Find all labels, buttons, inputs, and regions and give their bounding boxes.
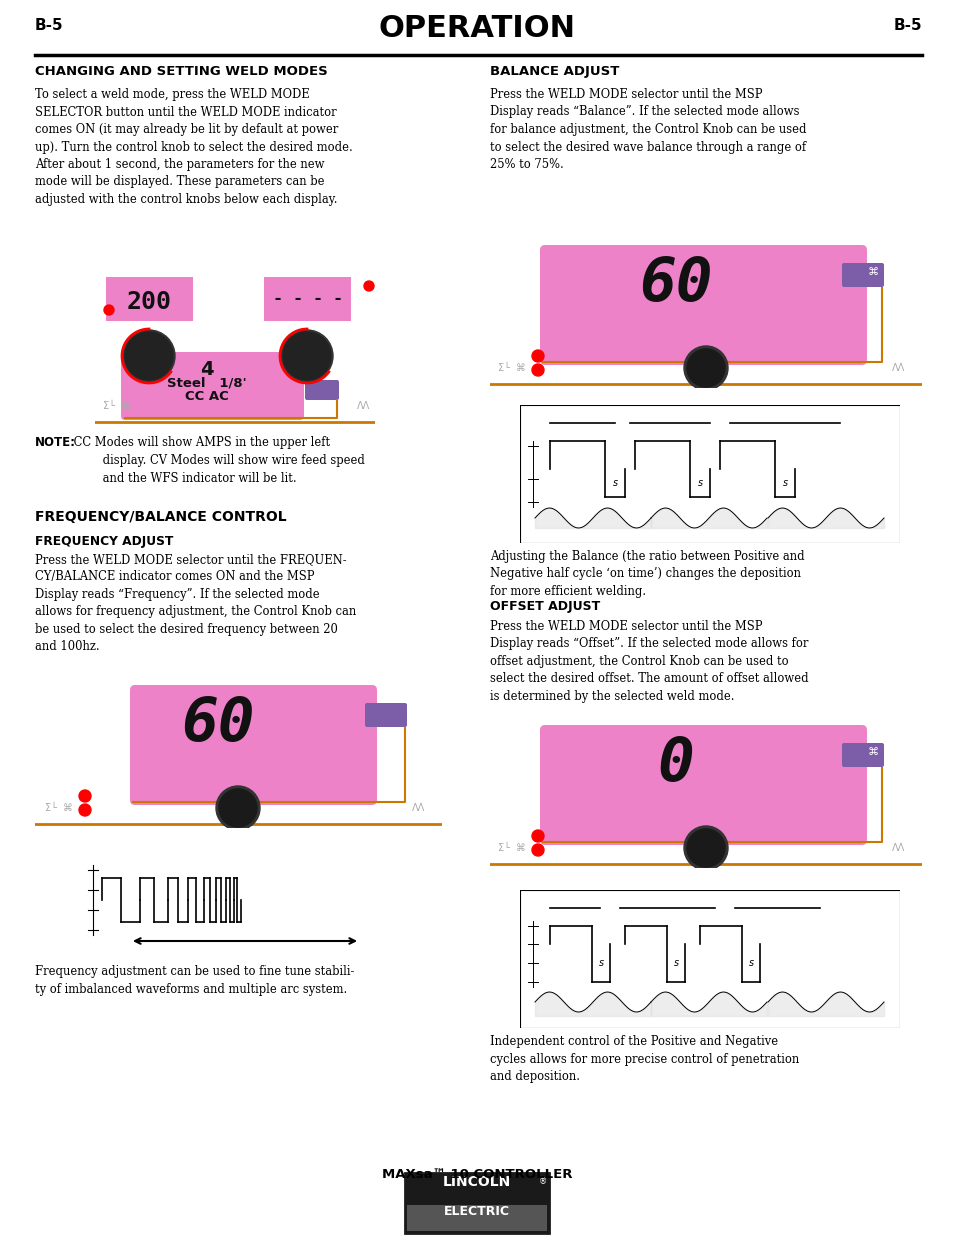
Text: LINCOLN: LINCOLN: [442, 1174, 511, 1189]
FancyBboxPatch shape: [407, 1205, 546, 1231]
Text: 200: 200: [127, 290, 172, 314]
Text: Press the WELD MODE selector until the FREQUEN-
CY/BALANCE indicator comes ON an: Press the WELD MODE selector until the F…: [35, 553, 355, 653]
Text: MAXsa™ 10 CONTROLLER: MAXsa™ 10 CONTROLLER: [381, 1168, 572, 1181]
Text: 60: 60: [181, 695, 254, 755]
Circle shape: [125, 332, 172, 380]
Text: NOTE:: NOTE:: [35, 436, 76, 450]
Text: CC AC: CC AC: [185, 390, 229, 403]
Text: Press the WELD MODE selector until the MSP
Display reads “Balance”. If the selec: Press the WELD MODE selector until the M…: [490, 88, 805, 170]
FancyBboxPatch shape: [841, 743, 883, 767]
Circle shape: [532, 844, 543, 856]
Text: ⌘: ⌘: [516, 844, 525, 853]
Circle shape: [364, 282, 374, 291]
Text: Σ└: Σ└: [497, 844, 510, 853]
Text: ⌘: ⌘: [63, 803, 72, 813]
Text: ⌘: ⌘: [121, 401, 131, 411]
Circle shape: [532, 830, 543, 842]
FancyBboxPatch shape: [121, 352, 304, 420]
Text: Independent control of the Positive and Negative
cycles allows for more precise : Independent control of the Positive and …: [490, 1035, 799, 1083]
FancyBboxPatch shape: [130, 685, 376, 805]
Text: Σ└: Σ└: [45, 803, 57, 813]
Text: ΛΛ: ΛΛ: [356, 401, 370, 411]
Text: s: s: [673, 958, 678, 968]
FancyBboxPatch shape: [841, 263, 883, 287]
Text: ELECTRIC: ELECTRIC: [443, 1205, 510, 1218]
Text: ⌘: ⌘: [866, 267, 878, 277]
Text: ΛΛ: ΛΛ: [891, 363, 904, 373]
FancyBboxPatch shape: [405, 1173, 548, 1233]
Circle shape: [686, 350, 724, 387]
Text: ΛΛ: ΛΛ: [412, 803, 425, 813]
FancyBboxPatch shape: [106, 277, 193, 321]
Text: 4: 4: [200, 359, 213, 379]
Text: s: s: [598, 958, 603, 968]
Text: OFFSET ADJUST: OFFSET ADJUST: [490, 600, 599, 613]
Text: To select a weld mode, press the WELD MODE
SELECTOR button until the WELD MODE i: To select a weld mode, press the WELD MO…: [35, 88, 353, 206]
Text: ⌘: ⌘: [516, 363, 525, 373]
Text: s: s: [748, 958, 753, 968]
Circle shape: [79, 804, 91, 816]
Text: Frequency adjustment can be used to fine tune stabili-
ty of imbalanced waveform: Frequency adjustment can be used to fine…: [35, 965, 354, 995]
Circle shape: [123, 330, 174, 382]
Text: ΛΛ: ΛΛ: [891, 844, 904, 853]
FancyBboxPatch shape: [407, 1174, 546, 1203]
Text: ®: ®: [538, 1177, 547, 1186]
Text: Steel   1/8': Steel 1/8': [167, 375, 247, 389]
Circle shape: [219, 789, 256, 827]
Text: s: s: [781, 478, 787, 488]
Circle shape: [79, 790, 91, 802]
Text: FREQUENCY ADJUST: FREQUENCY ADJUST: [35, 535, 173, 548]
Circle shape: [683, 346, 727, 390]
Text: 60: 60: [639, 254, 712, 314]
Circle shape: [683, 826, 727, 869]
Text: A: A: [115, 324, 121, 333]
Text: Press the WELD MODE selector until the MSP
Display reads “Offset”. If the select: Press the WELD MODE selector until the M…: [490, 620, 808, 703]
FancyBboxPatch shape: [305, 380, 338, 400]
Text: Adjusting the Balance (the ratio between Positive and
Negative half cycle ‘on ti: Adjusting the Balance (the ratio between…: [490, 550, 803, 598]
Circle shape: [532, 350, 543, 362]
Text: BALANCE ADJUST: BALANCE ADJUST: [490, 65, 618, 78]
FancyBboxPatch shape: [539, 245, 866, 366]
Text: ⌘: ⌘: [866, 747, 878, 757]
Text: - - - -: - - - -: [273, 290, 343, 308]
Text: OPERATION: OPERATION: [378, 14, 575, 43]
FancyBboxPatch shape: [365, 703, 407, 727]
Text: s: s: [697, 478, 701, 488]
Text: CC Modes will show AMPS in the upper left
         display. CV Modes will show w: CC Modes will show AMPS in the upper lef…: [70, 436, 364, 485]
Circle shape: [281, 330, 333, 382]
Circle shape: [532, 364, 543, 375]
Text: V: V: [365, 272, 371, 282]
Text: B-5: B-5: [892, 19, 921, 33]
Text: FREQUENCY/BALANCE CONTROL: FREQUENCY/BALANCE CONTROL: [35, 510, 286, 524]
Circle shape: [686, 829, 724, 867]
Circle shape: [283, 332, 331, 380]
Text: s: s: [612, 478, 617, 488]
FancyBboxPatch shape: [264, 277, 351, 321]
Text: CHANGING AND SETTING WELD MODES: CHANGING AND SETTING WELD MODES: [35, 65, 328, 78]
Text: Σ└: Σ└: [497, 363, 510, 373]
Circle shape: [215, 785, 260, 830]
FancyBboxPatch shape: [539, 725, 866, 845]
Text: 0: 0: [657, 735, 694, 794]
Text: B-5: B-5: [35, 19, 64, 33]
Text: ⌘: ⌘: [409, 706, 420, 718]
Text: Σ└: Σ└: [103, 401, 115, 411]
Circle shape: [104, 305, 113, 315]
